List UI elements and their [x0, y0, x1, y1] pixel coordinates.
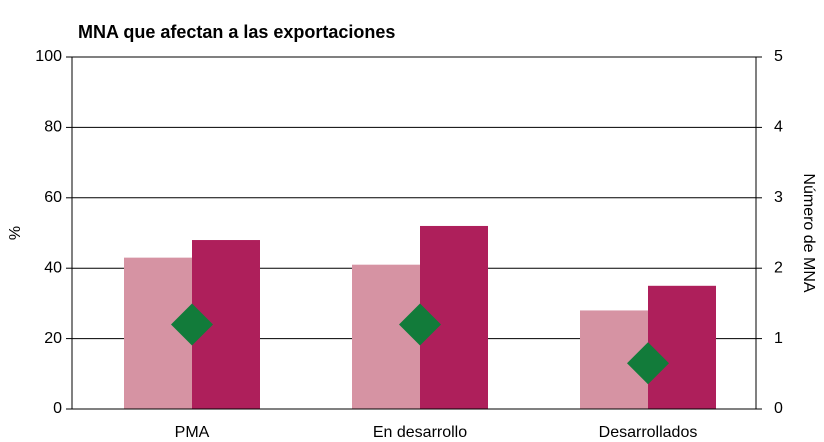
- y2-tick-label: 3: [774, 189, 783, 206]
- y2-axis-label: Número de MNA: [800, 173, 817, 292]
- y-tick-label: 40: [44, 259, 62, 276]
- y2-tick-label: 5: [774, 48, 783, 65]
- x-tick-label: Desarrollados: [599, 424, 698, 441]
- y-tick-label: 20: [44, 330, 62, 347]
- y-axis-label: %: [7, 226, 24, 240]
- x-tick-label: En desarrollo: [373, 424, 467, 441]
- x-tick-label: PMA: [175, 424, 210, 441]
- y-tick-label: 80: [44, 119, 62, 136]
- y-tick-label: 0: [53, 400, 62, 417]
- y2-tick-label: 4: [774, 119, 783, 136]
- chart-title: MNA que afectan a las exportaciones: [78, 22, 395, 42]
- bar: [648, 285, 716, 409]
- y2-tick-label: 1: [774, 330, 783, 347]
- diamond-marker: [627, 342, 669, 385]
- y-tick-label: 100: [35, 48, 62, 65]
- diamond-marker: [399, 303, 441, 346]
- y2-tick-label: 2: [774, 259, 783, 276]
- diamond-marker: [171, 303, 213, 346]
- y2-tick-label: 0: [774, 400, 783, 417]
- bar: [352, 264, 420, 409]
- y-tick-label: 60: [44, 189, 62, 206]
